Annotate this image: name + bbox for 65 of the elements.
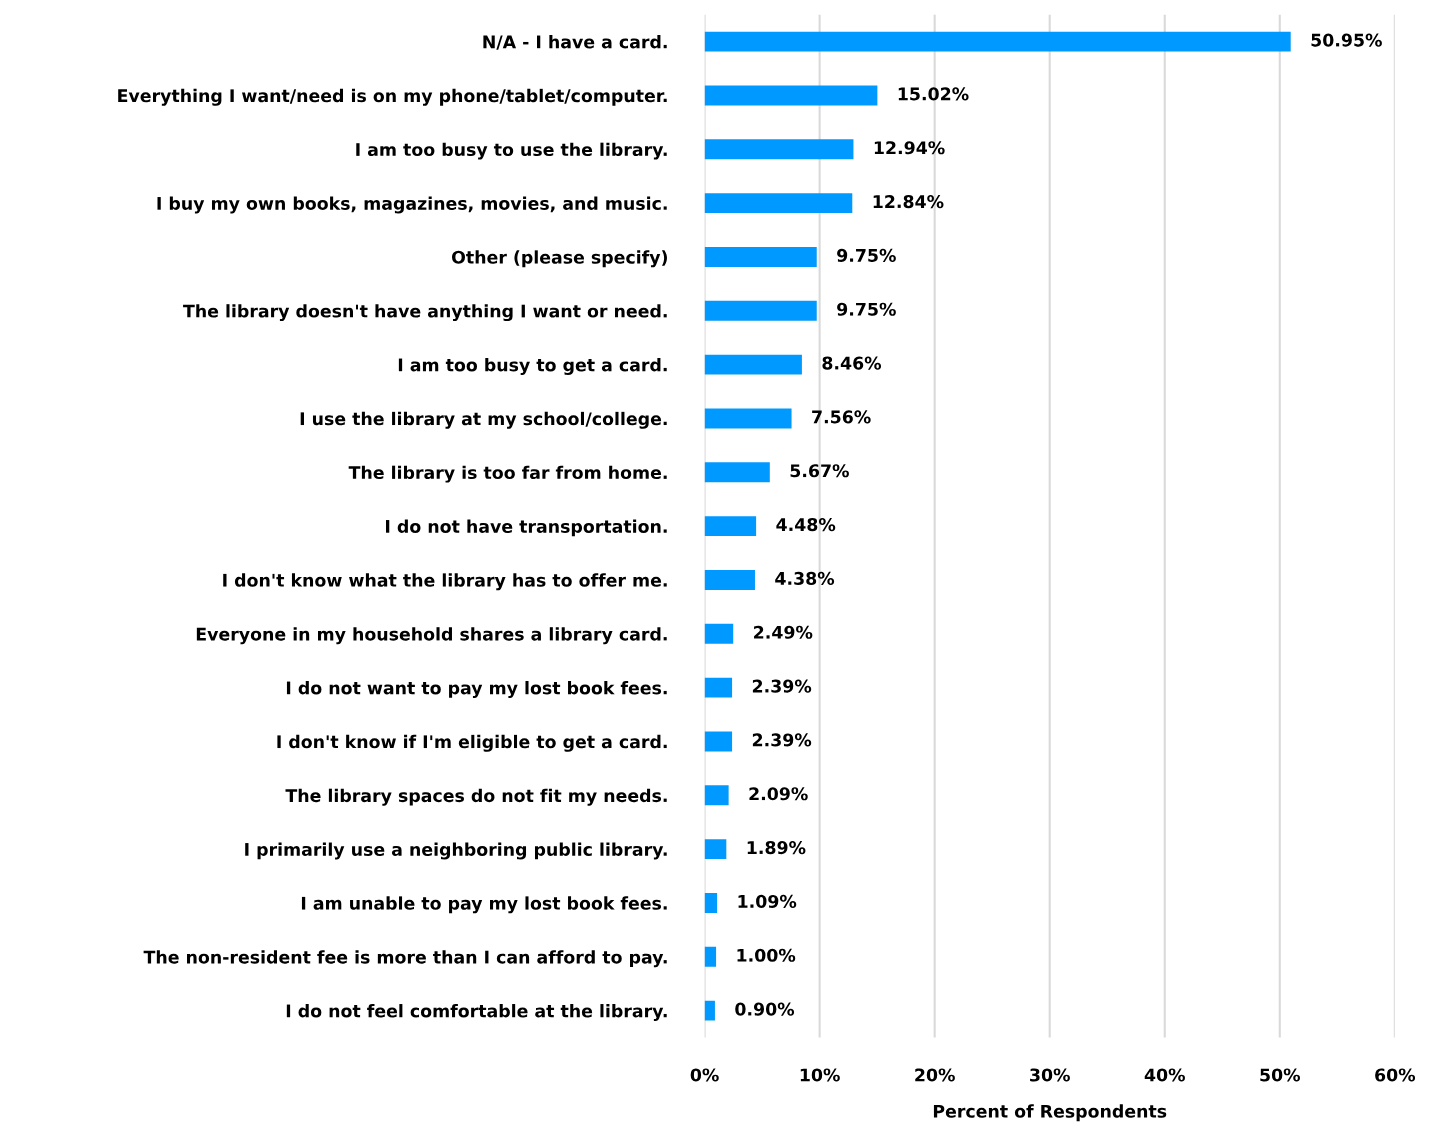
x-tick-label: 60% (1375, 1068, 1416, 1082)
x-tick-label: 50% (1260, 1068, 1301, 1082)
x-tick-label: 40% (1144, 1068, 1185, 1082)
y-tick-label: The library is too far from home. (348, 465, 667, 483)
bar (704, 893, 718, 913)
data-label: 1.09% (738, 894, 797, 908)
data-label: 8.46% (822, 356, 882, 370)
bar (704, 839, 727, 860)
bar (704, 569, 755, 590)
y-tick-label: I buy my own books, magazines, movies, and music. (157, 196, 667, 214)
y-tick-label: Everyone in my household shares a library card. (196, 627, 667, 645)
y-tick-label: I do not feel comfortable at the library. (286, 1004, 667, 1021)
y-tick-label: I am too busy to use the library. (356, 142, 667, 160)
bar (704, 85, 878, 106)
bar (704, 408, 792, 429)
data-label: 12.84% (873, 195, 944, 209)
data-label: 2.39% (752, 733, 812, 747)
bar (704, 731, 733, 752)
bar (704, 31, 1291, 52)
bar (704, 246, 817, 267)
data-label: 0.90% (735, 1002, 795, 1016)
bar (704, 946, 717, 967)
y-tick-label: I do not want to pay my lost book fees. (286, 681, 667, 698)
y-tick-label: I don't know what the library has to offer me. (223, 573, 667, 591)
bar (704, 462, 770, 483)
x-tick-label: 20% (915, 1068, 955, 1082)
data-label: 12.94% (874, 141, 945, 155)
bar (704, 1000, 715, 1021)
x-axis-title: Percent of Respondents (933, 1104, 1167, 1122)
data-label: 2.39% (752, 679, 812, 693)
y-tick-label: Everything I want/need is on my phone/tablet/computer. (118, 88, 667, 106)
y-tick-label: The non-resident fee is more than I can afford to pay. (143, 950, 667, 968)
data-label: 1.89% (747, 841, 806, 855)
bar (704, 139, 854, 160)
x-tick-label: 10% (800, 1068, 840, 1082)
data-label: 2.49% (754, 625, 813, 639)
bar (704, 300, 817, 321)
data-label: 7.56% (812, 410, 871, 424)
y-tick-label: I do not have transportation. (386, 519, 667, 537)
data-label: 9.75% (837, 248, 896, 262)
y-tick-label: I am unable to pay my lost book fees. (301, 896, 667, 914)
bar (704, 677, 733, 698)
data-label: 50.95% (1311, 33, 1382, 47)
y-tick-label: Other (please specify) (452, 250, 667, 268)
y-tick-label: N/A - I have a card. (483, 35, 667, 50)
y-tick-label: I am too busy to get a card. (398, 358, 667, 375)
y-tick-label: The library spaces do not fit my needs. (285, 788, 667, 806)
bar (704, 193, 853, 214)
y-tick-label: I don't know if I'm eligible to get a card. (277, 734, 667, 752)
y-tick-label: I use the library at my school/college. (300, 411, 667, 429)
x-tick-label: 0% (690, 1068, 719, 1082)
y-tick-label: I primarily use a neighboring public library. (245, 842, 667, 860)
data-label: 4.38% (775, 571, 835, 585)
bar (704, 623, 734, 644)
bar (704, 354, 802, 375)
y-tick-label: The library doesn't have anything I want or need. (183, 304, 667, 322)
data-label: 5.67% (790, 464, 849, 478)
data-label: 2.09% (749, 787, 808, 801)
data-label: 15.02% (898, 87, 969, 101)
x-tick-label: 30% (1030, 1068, 1070, 1082)
data-label: 1.00% (737, 948, 796, 962)
bar (704, 785, 729, 806)
bar (704, 516, 757, 537)
data-label: 9.75% (837, 302, 896, 316)
data-label: 4.48% (776, 518, 836, 532)
